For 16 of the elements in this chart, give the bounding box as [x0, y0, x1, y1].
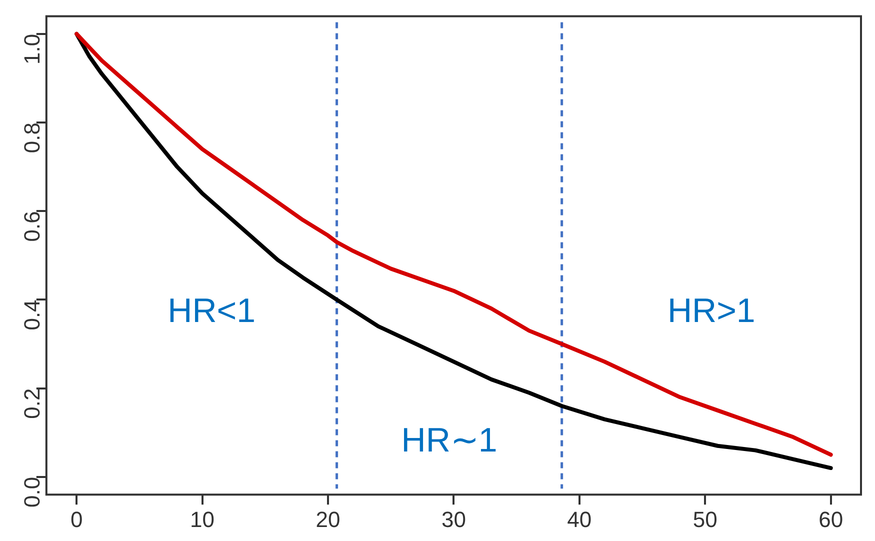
y-tick-label: 0.6	[19, 211, 44, 242]
y-tick-label: 1.0	[19, 34, 44, 65]
x-tick-label: 60	[818, 506, 844, 532]
x-tick-label: 50	[692, 506, 718, 532]
x-tick-label: 30	[441, 506, 466, 532]
y-tick-label: 0.8	[19, 122, 44, 154]
y-tick-label: 0.4	[19, 300, 44, 330]
x-tick-label: 0	[70, 506, 83, 532]
y-tick-label: 0.2	[19, 388, 44, 419]
x-tick-label: 20	[316, 506, 340, 532]
x-tick-label: 40	[567, 506, 592, 532]
annotation: HR∼1	[401, 421, 498, 460]
y-tick-label: 0.0	[19, 476, 44, 508]
annotation: HR>1	[667, 292, 756, 330]
x-tick-label: 10	[190, 506, 215, 532]
annotation: HR<1	[168, 292, 256, 330]
